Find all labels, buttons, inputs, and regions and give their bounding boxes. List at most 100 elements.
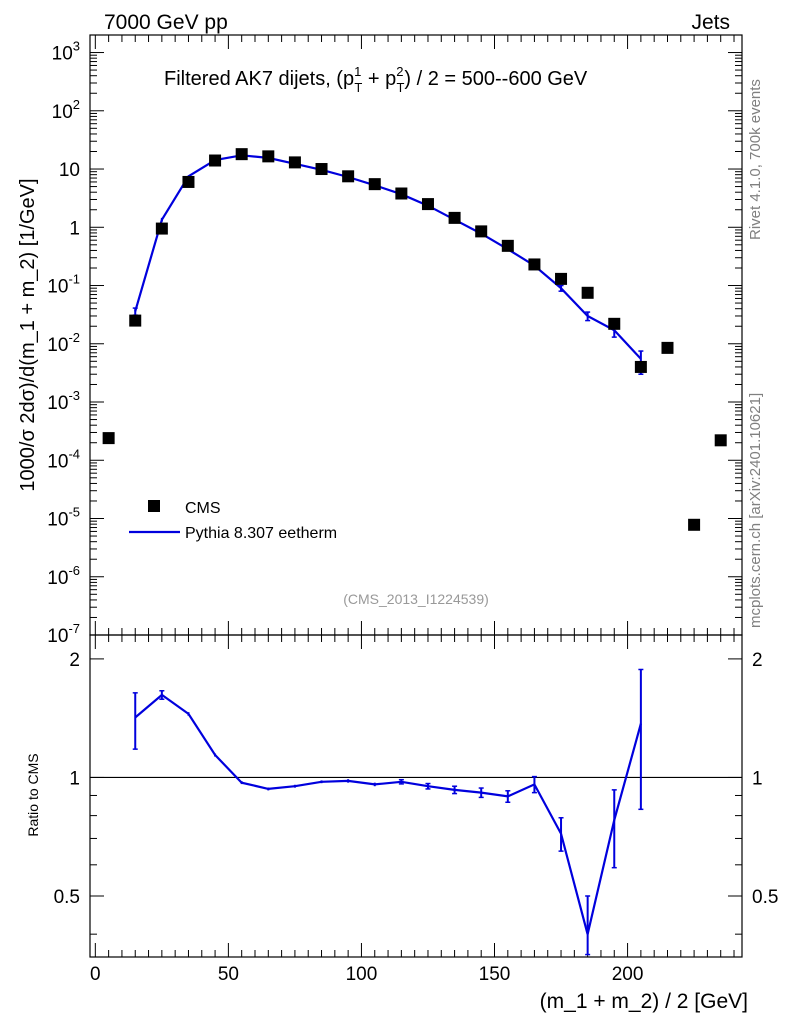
y-tick-exponent: 3 xyxy=(73,39,80,54)
cms-data-point xyxy=(475,225,488,238)
y-tick-exponent: 2 xyxy=(73,97,80,112)
ratio-frame xyxy=(89,634,743,958)
x-axis-label: (m_1 + m_2) / 2 [GeV] xyxy=(540,990,748,1013)
main-mc-series xyxy=(132,154,644,375)
ratio-y-tick-label-right: 1 xyxy=(752,768,763,789)
pythia-line xyxy=(134,154,642,360)
cms-data-point xyxy=(102,432,115,445)
y-tick-exponent: -4 xyxy=(68,446,80,461)
ratio-panel: 0.5 0.5 1 1 2 2 0 50 100 150 200 Ratio to CMS (m_… xyxy=(25,634,779,1013)
main-y-tick-label: 1 xyxy=(69,218,80,239)
x-tick-label: 50 xyxy=(218,964,239,985)
title-sub1: T xyxy=(354,80,362,95)
main-y-tick-label: 10-4 xyxy=(47,446,80,472)
x-tick-label: 200 xyxy=(612,964,644,985)
legend-cms-marker xyxy=(148,500,160,512)
main-y-tick-label: 10-1 xyxy=(47,272,80,298)
title-sup2: 2 xyxy=(396,64,403,79)
cms-data-point xyxy=(608,317,621,330)
cms-data-point xyxy=(714,434,727,447)
title-prefix: Filtered AK7 dijets, (p xyxy=(164,68,354,90)
y-tick-base: 10 xyxy=(47,277,68,298)
cms-data-point xyxy=(235,148,248,161)
main-y-tick-label: 103 xyxy=(52,39,80,65)
main-y-axis-label: 1000/σ 2dσ)/d(m_1 + m_2) [1/GeV] xyxy=(17,178,39,491)
x-tick-label: 150 xyxy=(479,964,511,985)
ratio-y-tick-label-left: 2 xyxy=(69,650,80,671)
main-ticks xyxy=(90,34,742,636)
cms-data-point xyxy=(129,314,142,327)
main-y-tick-label: 10-6 xyxy=(47,563,80,589)
y-tick-exponent: -6 xyxy=(68,563,80,578)
ratio-y-tick-label-right: 2 xyxy=(752,650,763,671)
mcplots-label: mcplots.cern.ch [arXiv:2401.10621] xyxy=(747,393,764,628)
y-tick-base: 10 xyxy=(47,626,68,647)
ratio-y-tick-label-left: 0.5 xyxy=(54,887,80,908)
cms-data-point xyxy=(501,239,514,252)
ratio-y-tick-label-left: 1 xyxy=(69,768,80,789)
y-tick-base: 10 xyxy=(47,568,68,589)
cms-data-point xyxy=(262,150,275,163)
cms-data-point xyxy=(395,187,408,200)
cms-data-point xyxy=(421,198,434,211)
main-y-tick-label: 10 xyxy=(59,160,80,181)
y-tick-exponent: -7 xyxy=(68,621,80,636)
title-suffix: ) / 2 = 500--600 GeV xyxy=(404,68,588,90)
cms-data-point xyxy=(688,518,701,531)
ratio-line xyxy=(134,693,642,935)
y-tick-exponent: -5 xyxy=(68,505,80,520)
cms-data-point xyxy=(182,175,195,188)
cms-data-point xyxy=(448,211,461,224)
y-tick-base: 10 xyxy=(47,393,68,414)
rivet-label: Rivet 4.1.0, 700k events xyxy=(747,79,764,240)
ratio-y-axis-label: Ratio to CMS xyxy=(25,753,41,836)
title-sup1: 1 xyxy=(354,64,361,79)
y-tick-exponent: -3 xyxy=(68,388,80,403)
cms-data-point xyxy=(155,222,168,235)
y-tick-base: 10 xyxy=(52,44,73,65)
title-mid: + p xyxy=(362,68,396,90)
y-tick-base: 10 xyxy=(59,160,80,181)
x-tick-label: 0 xyxy=(90,964,101,985)
y-tick-base: 10 xyxy=(47,510,68,531)
analysis-annotation: (CMS_2013_I1224539) xyxy=(343,591,489,607)
x-tick-label: 100 xyxy=(346,964,378,985)
cms-data-point xyxy=(634,360,647,373)
main-y-tick-label: 10-5 xyxy=(47,505,80,531)
main-y-tick-label: 102 xyxy=(52,97,80,123)
ratio-ticks xyxy=(90,635,742,957)
main-frame xyxy=(89,34,743,636)
header-right-label: Jets xyxy=(691,11,730,34)
main-title: Filtered AK7 dijets, (p1 T + p2 T) / 2 = 5… xyxy=(164,64,588,95)
legend: CMS Pythia 8.307 eetherm xyxy=(129,500,337,542)
y-tick-exponent: -1 xyxy=(68,272,80,287)
title-sub2: T xyxy=(396,80,404,95)
cms-data-point xyxy=(581,286,594,299)
main-data-series xyxy=(102,148,727,531)
header-left-label: 7000 GeV pp xyxy=(104,11,228,34)
cms-data-point xyxy=(342,170,355,183)
cms-data-point xyxy=(288,156,301,169)
main-y-tick-label: 10-3 xyxy=(47,388,80,414)
x-tick-labels: 0 50 100 150 200 xyxy=(90,964,643,985)
y-tick-base: 10 xyxy=(47,451,68,472)
y-tick-base: 1 xyxy=(69,218,80,239)
main-y-tick-label: 10-2 xyxy=(47,330,80,356)
legend-pythia-label: Pythia 8.307 eetherm xyxy=(185,525,337,542)
cms-data-point xyxy=(368,178,381,191)
cms-data-point xyxy=(661,341,674,354)
cms-data-point xyxy=(209,154,222,167)
y-tick-exponent: -2 xyxy=(68,330,80,345)
cms-data-point xyxy=(315,163,328,176)
legend-cms-label: CMS xyxy=(185,500,221,517)
y-tick-base: 10 xyxy=(47,335,68,356)
ratio-y-tick-labels: 0.5 0.5 1 1 2 2 xyxy=(54,650,779,908)
cms-data-point xyxy=(555,272,568,285)
y-tick-base: 10 xyxy=(52,102,73,123)
ratio-mc-series xyxy=(132,668,644,956)
ratio-y-tick-label-right: 0.5 xyxy=(752,887,778,908)
main-y-tick-label: 10-7 xyxy=(47,621,80,647)
